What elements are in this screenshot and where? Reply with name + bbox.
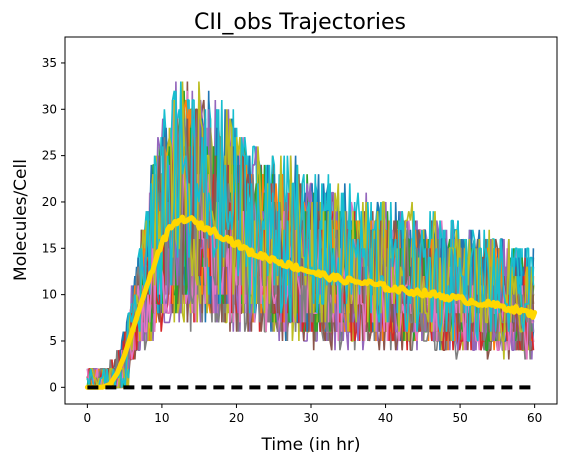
y-tick-label: 15 [42, 241, 57, 255]
trajectory-layer [86, 81, 535, 389]
x-tick-label: 60 [527, 411, 542, 425]
x-tick-label: 40 [378, 411, 393, 425]
x-tick-label: 50 [452, 411, 467, 425]
x-axis-label: Time (in hr) [261, 435, 361, 455]
x-tick-label: 20 [229, 411, 244, 425]
y-tick-label: 5 [49, 334, 57, 348]
y-tick-label: 20 [42, 195, 57, 209]
y-tick-label: 30 [42, 102, 57, 116]
mean-layer [84, 214, 538, 390]
y-tick-label: 25 [42, 149, 57, 163]
y-axis-ticks: 0 5 10 15 20 25 30 35 [42, 56, 65, 394]
y-tick-label: 35 [42, 56, 57, 70]
chart-title: CII_obs Trajectories [194, 10, 406, 35]
y-tick-label: 10 [42, 288, 57, 302]
y-tick-label: 0 [49, 380, 57, 394]
x-tick-label: 0 [84, 411, 92, 425]
y-axis-label: Molecules/Cell [11, 159, 31, 281]
x-axis-ticks: 0 10 20 30 40 50 60 [84, 404, 542, 425]
mean-trajectory-line [84, 214, 538, 390]
x-tick-label: 30 [303, 411, 318, 425]
x-tick-label: 10 [154, 411, 169, 425]
